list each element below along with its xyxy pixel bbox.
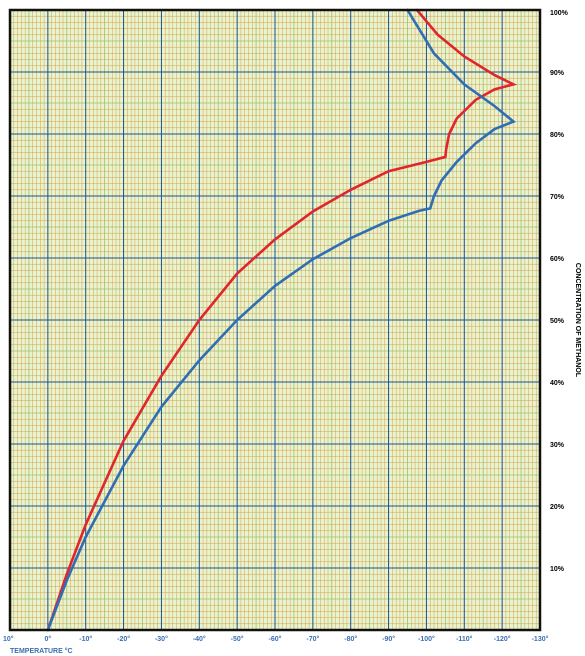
x-tick-label: -60° <box>269 635 282 643</box>
x-tick-label: -110° <box>456 635 473 643</box>
x-tick-label: -10° <box>79 635 92 643</box>
x-axis-label: TEMPERATURE °C <box>10 647 73 655</box>
y-tick-label: 40% <box>550 380 565 387</box>
y-tick-label: 80% <box>550 132 565 139</box>
x-tick-label: -80° <box>344 635 357 643</box>
series-layer <box>46 8 518 632</box>
x-tick-label: -20° <box>117 635 130 643</box>
x-tick-label: -100° <box>418 635 435 643</box>
series-line-1 <box>46 8 518 632</box>
y-tick-label: 60% <box>550 256 565 263</box>
y-tick-label: 90% <box>550 70 565 77</box>
x-tick-label: 10° <box>3 635 14 643</box>
x-tick-label: 0° <box>45 635 52 643</box>
x-tick-labels: 10° 0° -10° -20° -30° -40° -50° -60° -70° -80° -90… <box>3 635 549 643</box>
y-tick-label: 30% <box>550 442 565 449</box>
y-tick-label: 100% <box>550 10 569 17</box>
series-line-2 <box>46 8 517 632</box>
y-axis-label: CONCENTRATION OF METHANOL <box>574 263 581 378</box>
x-tick-label: -120° <box>494 635 511 643</box>
x-tick-label: -70° <box>306 635 319 643</box>
y-tick-labels: 10% 20% 30% 40% 50% 60% 70% 80% 90% 100% <box>550 10 569 573</box>
x-tick-label: -130° <box>532 635 549 643</box>
x-tick-label: -40° <box>193 635 206 643</box>
x-tick-label: -50° <box>231 635 244 643</box>
y-tick-label: 10% <box>550 566 565 573</box>
y-tick-label: 20% <box>550 504 565 511</box>
y-tick-label: 50% <box>550 318 565 325</box>
x-tick-label: -30° <box>155 635 168 643</box>
x-tick-label: -90° <box>382 635 395 643</box>
y-tick-label: 70% <box>550 194 565 201</box>
plot-frame <box>8 8 542 632</box>
